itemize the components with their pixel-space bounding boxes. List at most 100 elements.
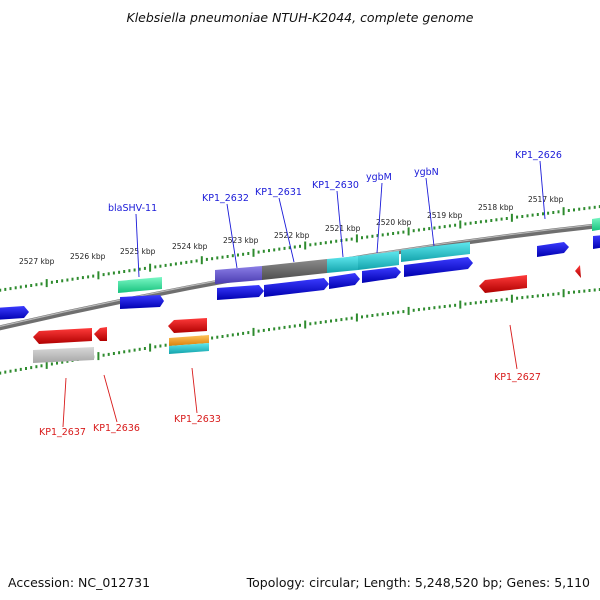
- outer-ruler-tick: [154, 265, 157, 269]
- gene-KP1_2630[interactable]: [327, 256, 358, 273]
- outer-ruler-tick: [76, 276, 79, 280]
- inner-ruler-tick: [112, 352, 115, 355]
- inner-ruler-tick: [268, 328, 270, 332]
- gene-forward-7[interactable]: [537, 242, 569, 257]
- callout-line: [425, 177, 435, 247]
- outer-ruler-tick: [169, 263, 172, 267]
- label-KP1_2633[interactable]: KP1_2633: [174, 414, 221, 425]
- outer-ruler-tick: [45, 279, 48, 288]
- gene-reverse-edge[interactable]: [575, 265, 581, 278]
- inner-ruler-tick: [464, 302, 467, 306]
- inner-ruler-tick: [128, 349, 131, 353]
- gene-ygbN[interactable]: [401, 242, 470, 262]
- inner-ruler-tick: [45, 360, 48, 369]
- inner-ruler-tick: [578, 290, 581, 294]
- callout-line: [539, 160, 546, 220]
- outer-ruler-tick: [588, 206, 591, 210]
- label-KP1_2631[interactable]: KP1_2631: [255, 187, 302, 198]
- gene-KP1_2633-orange[interactable]: [169, 335, 209, 346]
- outer-ruler-tick: [350, 237, 353, 241]
- inner-ruler-tick: [143, 347, 146, 350]
- gene-forward-8[interactable]: [593, 235, 600, 249]
- gene-KP1_2633[interactable]: [168, 318, 207, 333]
- gene-blaSHV-11[interactable]: [118, 277, 162, 293]
- inner-ruler-tick: [97, 352, 100, 361]
- gene-forward-1[interactable]: [120, 295, 164, 309]
- outer-ruler-tick: [149, 263, 152, 272]
- inner-ruler-tick: [226, 334, 229, 338]
- label-blaSHV-11[interactable]: blaSHV-11: [108, 203, 157, 214]
- outer-ruler-tick: [573, 208, 575, 212]
- inner-ruler-tick: [573, 290, 575, 294]
- outer-ruler-tick: [417, 228, 420, 232]
- label-KP1_2636[interactable]: KP1_2636: [93, 423, 140, 434]
- label-ygbN[interactable]: ygbN: [414, 167, 439, 178]
- label-KP1_2630[interactable]: KP1_2630: [312, 180, 359, 191]
- outer-ruler-tick: [247, 252, 250, 255]
- inner-ruler-tick: [293, 324, 296, 328]
- inner-ruler-tick: [19, 367, 22, 371]
- inner-ruler-tick: [345, 317, 348, 321]
- label-KP1_2632[interactable]: KP1_2632: [202, 193, 249, 204]
- label-ygbM[interactable]: ygbM: [366, 172, 392, 183]
- gene-KP1_2636[interactable]: [94, 327, 107, 341]
- inner-ruler-tick: [562, 289, 565, 298]
- outer-ruler-tick: [87, 275, 90, 279]
- outer-ruler-tick: [97, 271, 100, 280]
- gene-KP1_2627[interactable]: [479, 275, 527, 293]
- gene-forward-6[interactable]: [404, 257, 473, 277]
- inner-ruler-tick: [459, 300, 462, 309]
- inner-ruler-tick: [433, 306, 436, 310]
- gene-KP1_2626[interactable]: [592, 217, 600, 231]
- outer-ruler-tick: [547, 211, 550, 215]
- gene-KP1_2637[interactable]: [33, 328, 92, 344]
- inner-ruler-tick: [567, 291, 570, 295]
- outer-ruler-tick: [521, 215, 524, 218]
- outer-ruler-tick: [304, 241, 307, 250]
- outer-ruler-tick: [123, 270, 126, 273]
- label-KP1_2627[interactable]: KP1_2627: [494, 372, 541, 383]
- inner-ruler-tick: [4, 370, 7, 374]
- outer-ruler-tick: [268, 249, 270, 253]
- inner-ruler-tick: [252, 327, 255, 336]
- inner-ruler-tick: [479, 300, 482, 304]
- gene-forward-2[interactable]: [217, 285, 264, 300]
- inner-ruler-tick: [412, 308, 415, 312]
- outer-ruler-tick: [273, 248, 276, 252]
- gene-KP1_2632[interactable]: [215, 266, 262, 284]
- inner-ruler-tick: [35, 365, 38, 369]
- inner-ruler-tick: [237, 332, 239, 336]
- gene-forward-5[interactable]: [362, 267, 401, 283]
- inner-ruler-tick: [376, 313, 379, 317]
- outer-ruler-tick: [262, 249, 265, 253]
- callout-line: [278, 197, 295, 263]
- gene-KP1_2631[interactable]: [262, 259, 327, 280]
- gene-forward-4[interactable]: [329, 273, 360, 289]
- inner-ruler-tick: [366, 314, 369, 318]
- outer-ruler-tick: [448, 224, 451, 228]
- outer-ruler-tick: [578, 207, 581, 211]
- label-KP1_2637[interactable]: KP1_2637: [39, 427, 86, 438]
- callout-line: [103, 374, 118, 423]
- inner-ruler-tick: [495, 299, 498, 302]
- outer-ruler-tick: [407, 227, 410, 236]
- inner-ruler-tick: [500, 298, 503, 302]
- gene-ygbM[interactable]: [358, 251, 399, 270]
- gene-KP1_2633-teal[interactable]: [169, 343, 209, 354]
- callout-line: [509, 324, 518, 370]
- kbp-label: 2520 kbp: [376, 218, 412, 227]
- gene-KP1_2637-product[interactable]: [33, 347, 94, 363]
- inner-ruler-tick: [371, 314, 374, 317]
- outer-ruler-tick: [50, 280, 53, 284]
- outer-ruler-tick: [242, 252, 245, 256]
- gene-forward-0[interactable]: [0, 306, 29, 320]
- inner-ruler-tick: [324, 320, 327, 324]
- outer-ruler-tick: [30, 284, 33, 287]
- gene-forward-3[interactable]: [264, 278, 329, 297]
- outer-ruler-tick: [185, 260, 188, 264]
- inner-ruler-tick: [278, 326, 281, 330]
- forward-strand-genes: [0, 217, 600, 320]
- label-KP1_2626[interactable]: KP1_2626: [515, 150, 562, 161]
- inner-ruler-tick: [138, 347, 141, 351]
